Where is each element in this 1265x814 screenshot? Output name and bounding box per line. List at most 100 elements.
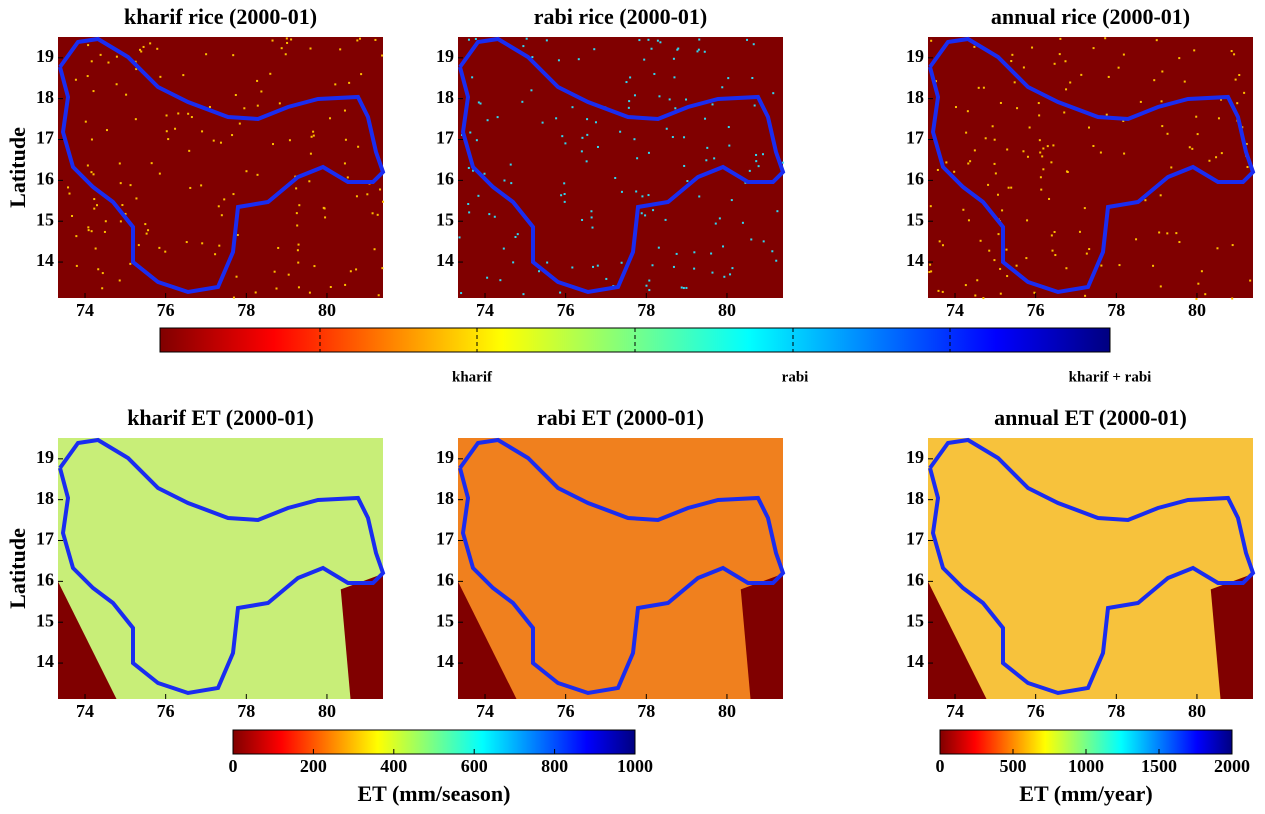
rice-pixel xyxy=(614,176,617,179)
rice-pixel xyxy=(619,130,622,133)
rice-pixel xyxy=(996,193,999,196)
y-tick-label: 15 xyxy=(436,209,454,229)
rice-pixel xyxy=(381,54,384,57)
rice-pixel xyxy=(1200,270,1203,273)
rice-pixel xyxy=(964,284,967,287)
rice-pixel xyxy=(1025,257,1028,260)
rice-pixel xyxy=(1040,188,1043,191)
x-tick-label: 80 xyxy=(1188,701,1206,721)
rice-pixel xyxy=(1037,102,1040,105)
rice-pixel xyxy=(189,186,192,189)
rice-pixel xyxy=(1204,293,1207,296)
rice-pixel xyxy=(686,180,689,183)
rice-pixel xyxy=(954,106,957,109)
y-tick-label: 15 xyxy=(36,209,54,229)
rice-pixel xyxy=(295,187,298,190)
rice-pixel xyxy=(1178,241,1181,244)
rice-pixel xyxy=(105,129,108,132)
colorbar-tick-label: 0 xyxy=(229,756,238,776)
x-tick-label: 76 xyxy=(1027,701,1045,721)
basin-boundary xyxy=(458,437,786,696)
x-tick-label: 74 xyxy=(946,701,964,721)
rice-pixel xyxy=(1013,81,1016,84)
rice-pixel xyxy=(1088,248,1091,251)
rice-pixel xyxy=(571,106,574,109)
rice-pixel xyxy=(137,244,140,247)
rice-pixel xyxy=(496,116,499,119)
rice-pixel xyxy=(1152,264,1155,267)
rice-pixel xyxy=(374,38,377,41)
rice-pixel xyxy=(243,107,246,110)
rice-pixel xyxy=(271,39,274,42)
rice-pixel xyxy=(727,77,730,80)
rice-pixel xyxy=(182,74,185,77)
rice-pixel xyxy=(201,242,204,245)
basin-boundary xyxy=(458,36,786,295)
y-tick-label: 17 xyxy=(36,529,54,549)
y-tick-label: 14 xyxy=(436,651,454,671)
rice-pixel xyxy=(232,54,235,57)
rice-pixel xyxy=(620,190,623,193)
rice-pixel xyxy=(167,138,170,141)
rice-pixel xyxy=(1007,186,1010,189)
rice-pixel xyxy=(1039,151,1042,154)
rice-pixel xyxy=(683,164,686,167)
rice-pixel xyxy=(344,138,347,141)
rice-pixel xyxy=(358,37,361,40)
rice-pixel xyxy=(234,94,237,97)
rice-pixel xyxy=(1208,159,1211,162)
rice-pixel xyxy=(138,48,141,51)
x-tick-label: 80 xyxy=(718,701,736,721)
rice-pixel xyxy=(1001,209,1004,212)
rice-pixel xyxy=(752,43,755,46)
rice-pixel xyxy=(647,194,650,197)
rice-pixel xyxy=(557,59,560,62)
rice-pixel xyxy=(592,265,595,268)
rice-pixel xyxy=(693,251,696,254)
rice-pixel xyxy=(974,294,977,297)
rice-pixel xyxy=(87,226,90,229)
rice-pixel xyxy=(1054,254,1057,257)
y-tick-label: 15 xyxy=(436,610,454,630)
rice-pixel xyxy=(1063,111,1066,114)
y-tick-label: 18 xyxy=(436,488,454,508)
rice-pixel xyxy=(682,287,685,290)
rice-pixel xyxy=(1042,168,1045,171)
rice-pixel xyxy=(94,247,97,250)
rice-pixel xyxy=(653,72,656,75)
y-tick-label: 19 xyxy=(36,46,54,66)
rice-pixel xyxy=(308,291,311,294)
y-tick-label: 17 xyxy=(906,128,924,148)
rice-pixel xyxy=(297,261,300,264)
rice-pixel xyxy=(676,48,679,51)
rice-pixel xyxy=(1122,119,1125,122)
rice-pixel xyxy=(147,229,150,232)
rice-pixel xyxy=(973,149,976,152)
rice-pixel xyxy=(145,232,148,235)
rice-pixel xyxy=(711,103,714,106)
rice-pixel xyxy=(1080,73,1083,76)
rice-pixel xyxy=(1155,39,1158,42)
rice-pixel xyxy=(493,215,496,218)
rice-pixel xyxy=(1191,147,1194,150)
rice-pixel xyxy=(722,245,725,248)
rice-pixel xyxy=(994,172,997,175)
rice-pixel xyxy=(271,143,274,146)
rice-pixel xyxy=(685,98,688,101)
rice-pixel xyxy=(757,165,760,168)
rice-pixel xyxy=(711,271,714,274)
rice-pixel xyxy=(1092,144,1095,147)
rice-pixel xyxy=(680,286,683,289)
rice-pixel xyxy=(1058,53,1061,56)
colorbar xyxy=(232,729,636,755)
rice-pixel xyxy=(563,193,566,196)
rice-pixel xyxy=(522,293,525,296)
rice-pixel xyxy=(284,53,287,56)
rice-pixel xyxy=(673,76,676,79)
rice-pixel xyxy=(92,90,95,93)
rice-pixel xyxy=(969,160,972,163)
rice-pixel xyxy=(751,77,754,80)
rice-pixel xyxy=(1104,37,1107,40)
rice-pixel xyxy=(1166,132,1169,135)
rice-pixel xyxy=(93,207,96,210)
